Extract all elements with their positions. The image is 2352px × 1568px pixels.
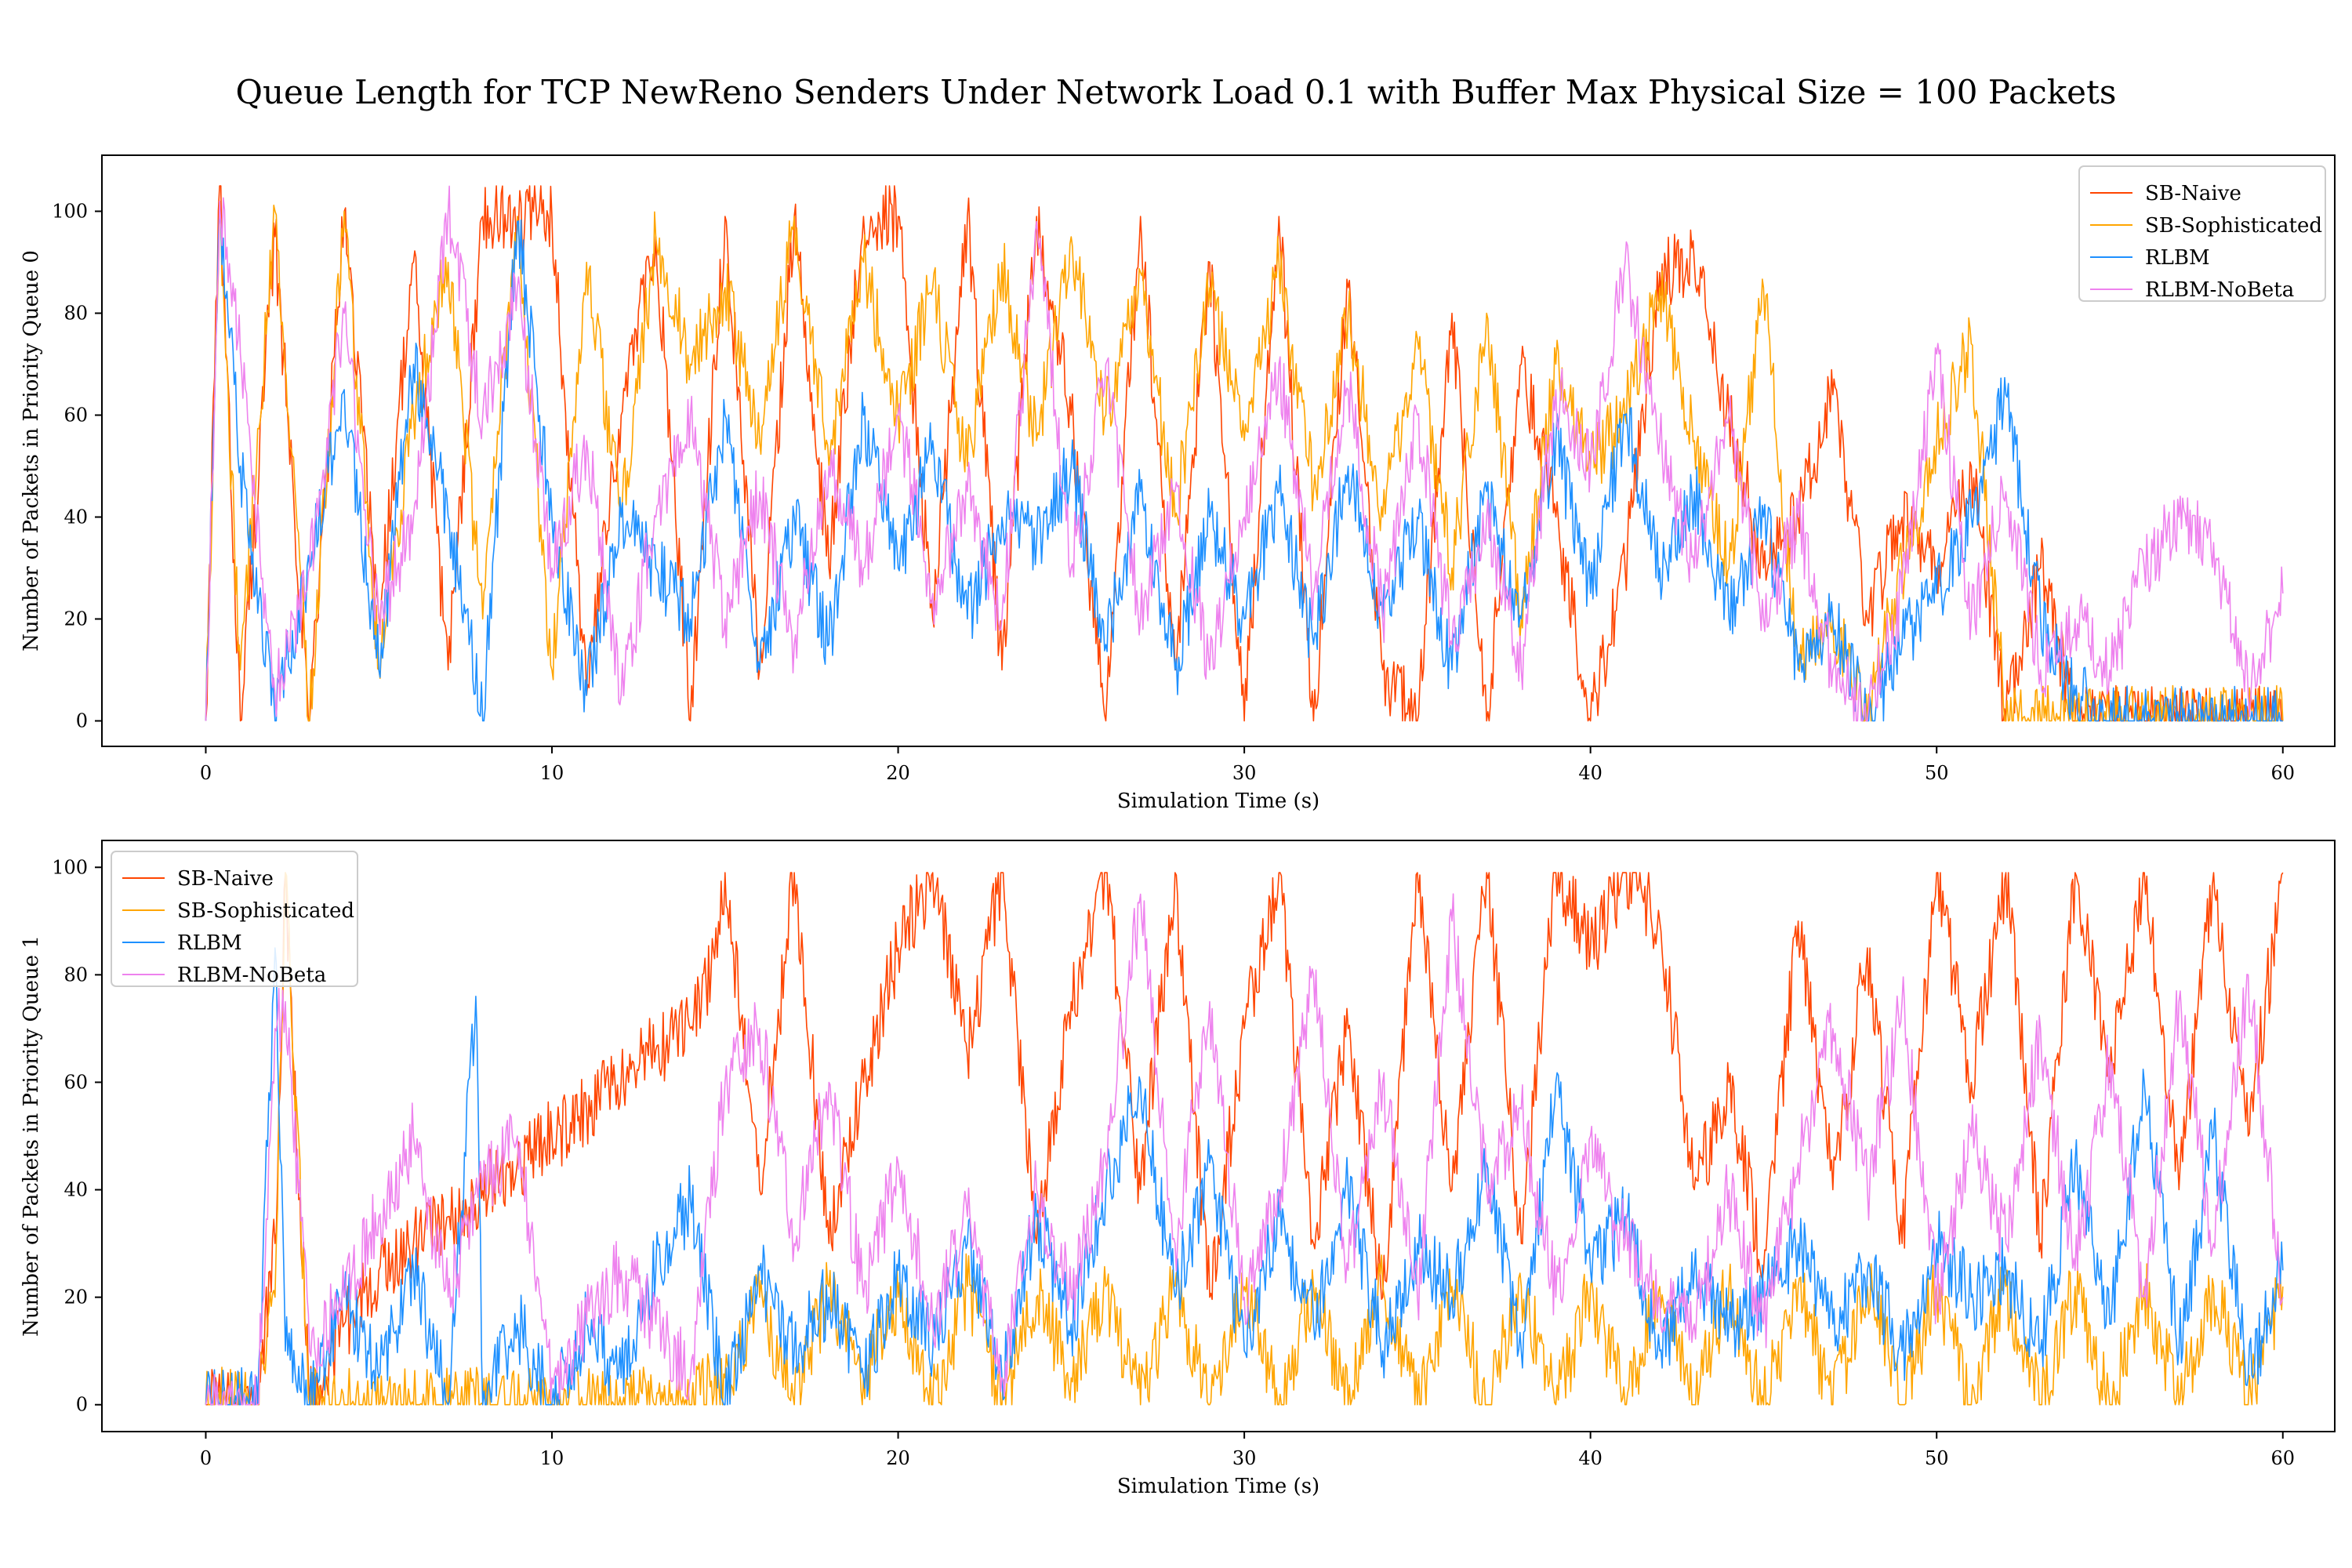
legend-label-sb-naive: SB-Naive xyxy=(177,867,274,891)
axes-frame xyxy=(101,154,2336,747)
legend-label-sb-naive: SB-Naive xyxy=(2145,182,2241,205)
y-tick-label: 20 xyxy=(64,608,88,630)
legend-box xyxy=(111,851,358,987)
y-tick-label: 40 xyxy=(64,1179,88,1201)
x-tick-label: 40 xyxy=(1578,762,1602,784)
chart-title: Queue Length for TCP NewReno Senders Und… xyxy=(236,73,2117,111)
x-tick-label: 60 xyxy=(2270,1447,2295,1469)
series-line-rlbm xyxy=(205,210,2283,722)
axes-frame xyxy=(101,840,2336,1432)
x-tick-label: 60 xyxy=(2270,762,2295,784)
y-tick-label: 0 xyxy=(76,1394,88,1416)
series-line-rlbm-nobeta xyxy=(205,893,2284,1406)
legend-label-sb-sophisticated: SB-Sophisticated xyxy=(2145,214,2322,238)
y-tick-label: 60 xyxy=(64,405,88,426)
legend-label-rlbm: RLBM xyxy=(2145,246,2210,270)
y-tick-label: 40 xyxy=(64,506,88,528)
x-axis-label: Simulation Time (s) xyxy=(1117,1475,1319,1498)
y-tick-label: 60 xyxy=(64,1071,88,1093)
x-axis-label: Simulation Time (s) xyxy=(1117,789,1319,813)
y-axis-label: Number of Packets in Priority Queue 1 xyxy=(20,935,43,1337)
x-tick-label: 10 xyxy=(540,1447,564,1469)
legend-box xyxy=(2078,165,2326,302)
legend: SB-Naive SB-Sophisticated RLBM RLBM-NoBeta xyxy=(2078,165,2326,302)
top-panel-queue0: 0 10 20 30 40 50 60 0 20 40 60 80 100 Simulation Time… xyxy=(20,154,2336,813)
x-tick-label: 0 xyxy=(200,762,212,784)
y-axis-label: Number of Packets in Priority Queue 0 xyxy=(20,250,43,652)
series-line-sb-naive xyxy=(205,185,2283,722)
legend-label-sb-sophisticated: SB-Sophisticated xyxy=(177,899,354,923)
x-tick-label: 10 xyxy=(540,762,564,784)
series-line-rlbm-nobeta xyxy=(205,185,2284,722)
x-tick-label: 30 xyxy=(1232,762,1257,784)
legend-label-rlbm-nobeta: RLBM-NoBeta xyxy=(177,964,326,987)
legend-label-rlbm-nobeta: RLBM-NoBeta xyxy=(2145,278,2294,302)
y-tick-label: 100 xyxy=(52,201,88,223)
x-tick-label: 20 xyxy=(886,1447,910,1469)
y-tick-label: 80 xyxy=(64,303,88,325)
y-tick-label: 0 xyxy=(76,710,88,732)
x-tick-label: 50 xyxy=(1925,1447,1949,1469)
x-tick-label: 20 xyxy=(886,762,910,784)
y-tick-label: 100 xyxy=(52,856,88,878)
y-tick-label: 20 xyxy=(64,1287,88,1308)
series-line-sb-sophisticated xyxy=(205,204,2284,722)
series-line-sb-naive xyxy=(205,872,2284,1406)
legend-label-rlbm: RLBM xyxy=(177,931,242,955)
bottom-panel-queue1: 0 10 20 30 40 50 60 0 20 40 60 80 100 Simulation Time… xyxy=(20,840,2336,1498)
series-line-rlbm xyxy=(205,947,2284,1406)
x-tick-label: 50 xyxy=(1925,762,1949,784)
x-tick-label: 30 xyxy=(1232,1447,1257,1469)
x-tick-label: 40 xyxy=(1578,1447,1602,1469)
x-tick-label: 0 xyxy=(200,1447,212,1469)
y-tick-label: 80 xyxy=(64,964,88,985)
legend: SB-Naive SB-Sophisticated RLBM RLBM-NoBeta xyxy=(111,851,358,987)
